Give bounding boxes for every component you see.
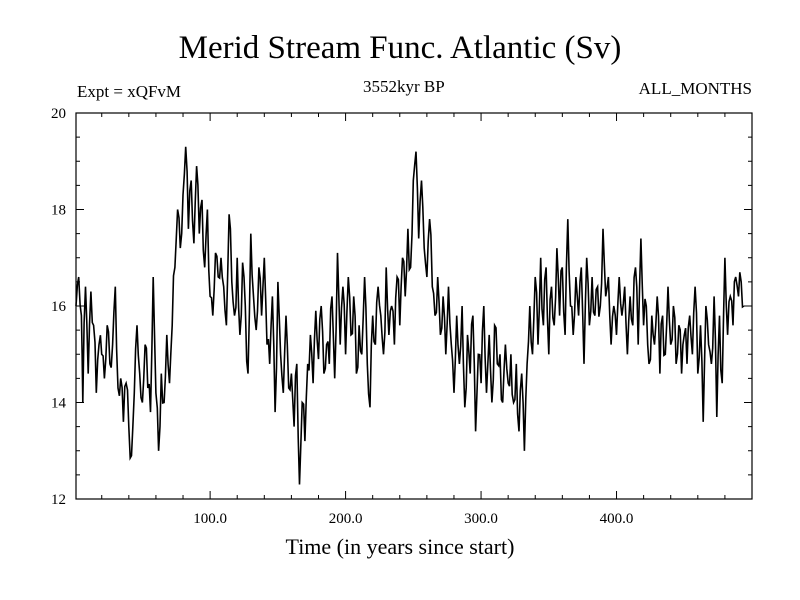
series-line	[75, 146, 745, 485]
x-tick-label: 100.0	[193, 511, 227, 527]
chart-title: Merid Stream Func. Atlantic (Sv)	[178, 30, 622, 66]
y-tick-label: 20	[51, 106, 66, 122]
experiment-label: Expt = xQFvM	[77, 82, 182, 101]
y-tick-label: 12	[51, 492, 66, 508]
x-tick-label: 200.0	[329, 511, 363, 527]
y-tick-label: 16	[51, 299, 67, 315]
y-tick-label: 18	[51, 203, 66, 219]
months-label: ALL_MONTHS	[638, 79, 752, 98]
x-tick-label: 400.0	[600, 511, 634, 527]
x-axis-label: Time (in years since start)	[285, 534, 515, 559]
y-tick-label: 14	[51, 396, 67, 412]
time-period-label: 3552kyr BP	[363, 77, 445, 96]
x-tick-label: 300.0	[464, 511, 498, 527]
